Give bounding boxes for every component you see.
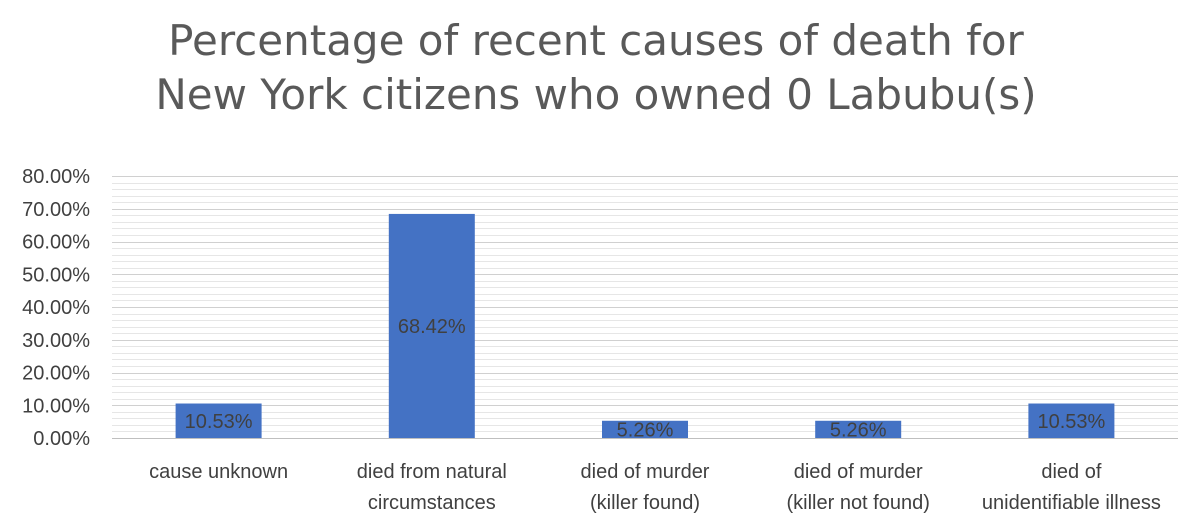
data-label: 5.26%	[617, 419, 674, 441]
x-category-label: died from natural	[357, 461, 507, 483]
data-label: 10.53%	[185, 411, 253, 433]
chart-title-line-2: New York citizens who owned 0 Labubu(s)	[155, 70, 1037, 119]
gridlines	[112, 176, 1178, 439]
chart-title: Percentage of recent causes of death for…	[0, 14, 1192, 122]
bar	[175, 403, 262, 438]
bar	[1028, 403, 1115, 438]
y-tick-label: 10.00%	[22, 395, 90, 417]
data-label: 68.42%	[398, 316, 466, 338]
x-category-label: died of	[1041, 461, 1101, 483]
y-tick-label: 40.00%	[22, 297, 90, 319]
bar	[815, 420, 902, 438]
x-category-label: (killer found)	[590, 492, 700, 514]
bars: 10.53% 68.42% 5.26% 5.26% 10.53%	[175, 213, 1115, 441]
x-category-label: cause unknown	[149, 461, 288, 483]
y-tick-label: 0.00%	[33, 428, 90, 450]
y-tick-label: 30.00%	[22, 330, 90, 352]
chart-title-line-1: Percentage of recent causes of death for	[168, 16, 1024, 65]
x-category-label: (killer not found)	[786, 492, 929, 514]
x-category-label: circumstances	[368, 492, 496, 514]
x-category-label: died of murder	[794, 461, 923, 483]
y-axis: 0.00% 10.00% 20.00% 30.00% 40.00% 50.00% 60.00…	[22, 166, 90, 450]
bar	[602, 420, 688, 438]
x-axis: cause unknown died from natural circumstan…	[112, 438, 1178, 514]
x-category-label: unidentifiable illness	[982, 492, 1161, 514]
data-label: 5.26%	[830, 419, 887, 441]
y-tick-label: 70.00%	[22, 199, 90, 221]
y-tick-label: 50.00%	[22, 264, 90, 286]
y-tick-label: 80.00%	[22, 166, 90, 188]
y-tick-label: 20.00%	[22, 363, 90, 385]
y-tick-label: 60.00%	[22, 232, 90, 254]
bar	[388, 213, 475, 438]
x-category-label: died of murder	[581, 461, 710, 483]
data-label: 10.53%	[1037, 411, 1105, 433]
